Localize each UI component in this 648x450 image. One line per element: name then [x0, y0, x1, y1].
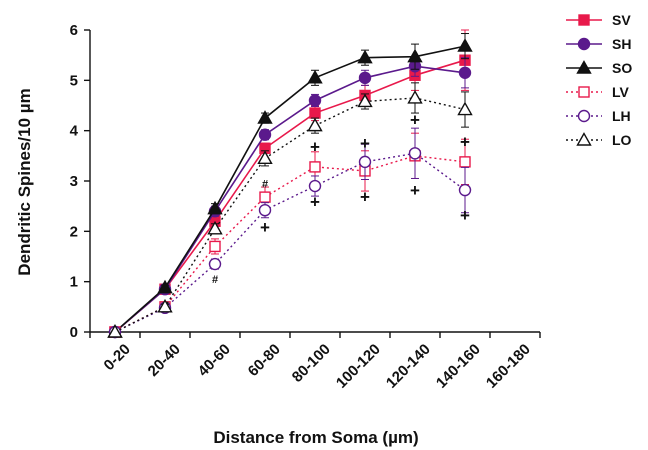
- legend-item-lo: LO: [566, 132, 632, 148]
- data-point-lo: [157, 298, 173, 313]
- series-line-sv: [114, 59, 466, 333]
- y-tick-label: 0: [70, 324, 78, 341]
- data-point-lh: [308, 179, 322, 193]
- data-point-lv: [209, 240, 221, 253]
- plus-annotation: +: [410, 111, 420, 130]
- y-tick-label: 2: [70, 223, 78, 240]
- plus-annotation: +: [460, 206, 470, 225]
- x-tick-label: 40-60: [195, 341, 234, 380]
- legend-marker: [576, 60, 592, 74]
- x-axis-title: Distance from Soma (µm): [213, 428, 418, 447]
- data-point-so: [307, 69, 323, 84]
- data-point-lo: [307, 117, 323, 132]
- data-point-sv: [309, 107, 321, 119]
- series-line-so: [114, 45, 466, 333]
- legend-label: SO: [612, 60, 632, 76]
- x-tick-label: 100-120: [333, 341, 384, 392]
- data-point-so: [407, 48, 423, 63]
- x-tick-label: 20-40: [145, 341, 184, 380]
- series-line-lv: [114, 155, 466, 333]
- series-line-sh: [114, 65, 466, 333]
- y-tick-label: 3: [70, 173, 78, 190]
- data-point-lv: [459, 156, 471, 168]
- data-point-lo: [357, 93, 373, 108]
- data-point-lh: [408, 147, 422, 160]
- legend-label: LV: [612, 84, 630, 100]
- legend: SV SH SO LV LH LO: [566, 12, 632, 148]
- data-point-so: [357, 49, 373, 64]
- data-point-so: [207, 200, 223, 215]
- legend-item-sv: SV: [566, 12, 631, 28]
- y-tick-label: 4: [70, 123, 79, 140]
- data-point-so: [157, 279, 173, 294]
- series-line-lh: [114, 152, 466, 333]
- plus-annotation: +: [360, 134, 370, 153]
- series-lo: [107, 82, 473, 338]
- series-layer: [107, 29, 473, 339]
- data-point-so: [257, 110, 273, 124]
- y-tick-label: 1: [70, 274, 78, 291]
- plus-annotation: +: [460, 132, 470, 151]
- legend-marker: [577, 109, 591, 123]
- legend-marker: [578, 14, 590, 26]
- data-point-lh: [258, 203, 272, 217]
- x-ticks: 0-20 20-40 40-60 60-80 80-100 100-120 120-140 1…: [89, 332, 541, 392]
- x-tick-label: 120-140: [383, 341, 434, 392]
- data-point-sh: [358, 71, 372, 85]
- y-ticks: 0 1 2 3 4 5 6: [70, 22, 90, 341]
- x-tick-label: 0-20: [101, 341, 134, 374]
- hash-annotation: #: [262, 179, 268, 191]
- plus-annotation: +: [310, 137, 320, 156]
- legend-item-lh: LH: [566, 108, 631, 124]
- data-point-lv: [259, 191, 271, 203]
- legend-label: LH: [612, 108, 631, 124]
- legend-label: SV: [612, 12, 631, 28]
- plus-annotation: +: [260, 218, 270, 237]
- legend-item-sh: SH: [566, 36, 631, 52]
- data-point-sh: [308, 94, 322, 107]
- data-point-lo: [457, 101, 473, 116]
- series-line-lo: [114, 97, 466, 333]
- legend-label: SH: [612, 36, 631, 52]
- plus-annotation: +: [310, 193, 320, 212]
- data-point-sh: [258, 128, 272, 141]
- legend-marker: [577, 37, 591, 51]
- y-tick-label: 5: [70, 72, 78, 89]
- data-point-lh: [208, 257, 222, 271]
- data-point-so: [457, 38, 473, 52]
- y-tick-label: 6: [70, 22, 78, 39]
- data-point-lo: [257, 150, 273, 165]
- hash-annotation: #: [212, 274, 218, 286]
- x-tick-label: 80-100: [289, 341, 334, 386]
- data-point-sh: [458, 66, 472, 79]
- x-tick-label: 140-160: [433, 341, 484, 392]
- legend-label: LO: [612, 132, 632, 148]
- plus-annotation: +: [410, 181, 420, 200]
- data-point-lo: [207, 220, 223, 235]
- legend-item-so: SO: [566, 60, 632, 76]
- data-point-lo: [107, 324, 123, 338]
- data-point-lv: [309, 161, 321, 173]
- annotations: # # + + + + + + + + +: [212, 111, 470, 287]
- data-point-lh: [358, 155, 372, 169]
- y-axis-title: Dendritic Spines/10 µm: [15, 88, 34, 275]
- data-point-lo: [407, 90, 423, 104]
- legend-marker: [578, 86, 590, 98]
- legend-marker: [576, 132, 592, 146]
- x-tick-label: 160-180: [483, 341, 534, 392]
- data-point-lh: [458, 183, 472, 197]
- plus-annotation: +: [360, 188, 370, 207]
- legend-item-lv: LV: [566, 84, 630, 100]
- x-tick-label: 60-80: [245, 341, 284, 380]
